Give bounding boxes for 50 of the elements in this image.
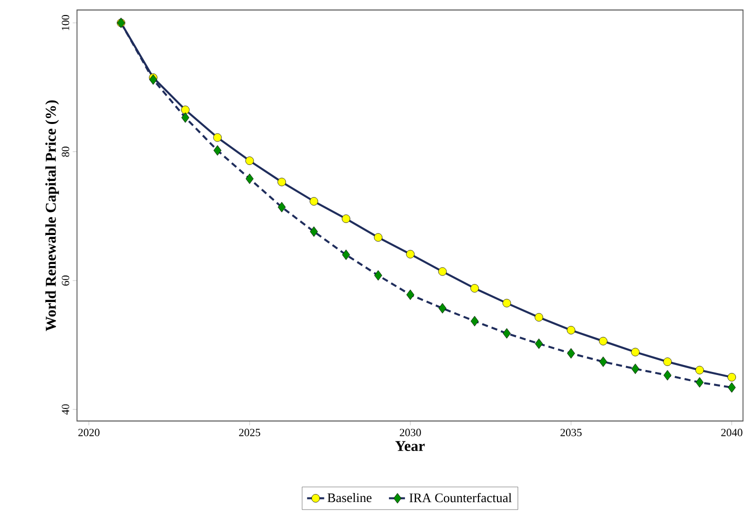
point bbox=[149, 74, 158, 85]
point bbox=[214, 145, 222, 156]
point bbox=[278, 202, 286, 212]
x-tick-label: 2040 bbox=[721, 428, 742, 436]
point bbox=[631, 348, 640, 356]
point bbox=[534, 313, 544, 322]
x-tick-label: 2030 bbox=[400, 428, 421, 436]
point bbox=[631, 364, 640, 374]
y-axis-title: World Renewable Capital Price (%) bbox=[45, 100, 59, 332]
point bbox=[181, 112, 190, 123]
point bbox=[438, 303, 446, 314]
point bbox=[728, 382, 736, 393]
y-tick-label: 40 bbox=[62, 404, 70, 415]
point bbox=[310, 226, 318, 237]
point bbox=[664, 370, 672, 380]
y-tick-label: 100 bbox=[62, 15, 70, 30]
point bbox=[566, 326, 576, 334]
y-tick-label: 80 bbox=[62, 146, 70, 157]
point bbox=[213, 133, 222, 142]
point bbox=[598, 336, 608, 346]
point bbox=[374, 270, 382, 281]
point bbox=[695, 366, 704, 374]
legend-label: Baseline bbox=[328, 493, 372, 502]
x-tick-label: 2020 bbox=[78, 428, 100, 436]
point bbox=[534, 338, 543, 349]
point bbox=[663, 358, 672, 366]
legend-label: IRA Counterfactual bbox=[409, 492, 512, 502]
point bbox=[696, 377, 704, 388]
point bbox=[599, 356, 608, 367]
point bbox=[310, 197, 318, 206]
point bbox=[406, 290, 414, 300]
point bbox=[246, 174, 254, 184]
point bbox=[438, 267, 447, 276]
point bbox=[728, 372, 736, 382]
y-tick-label: 60 bbox=[62, 275, 70, 286]
point bbox=[567, 348, 575, 359]
point bbox=[502, 328, 511, 339]
x-tick-label: 2035 bbox=[560, 428, 582, 436]
point bbox=[342, 214, 350, 223]
point bbox=[245, 156, 254, 165]
point bbox=[406, 250, 415, 258]
point bbox=[278, 178, 286, 186]
x-axis-title: Year bbox=[395, 441, 425, 452]
point bbox=[342, 250, 350, 260]
point bbox=[470, 284, 479, 292]
point bbox=[470, 316, 479, 326]
point bbox=[374, 233, 382, 242]
point bbox=[502, 298, 511, 308]
point bbox=[181, 106, 190, 114]
x-tick-label: 2025 bbox=[239, 428, 260, 436]
